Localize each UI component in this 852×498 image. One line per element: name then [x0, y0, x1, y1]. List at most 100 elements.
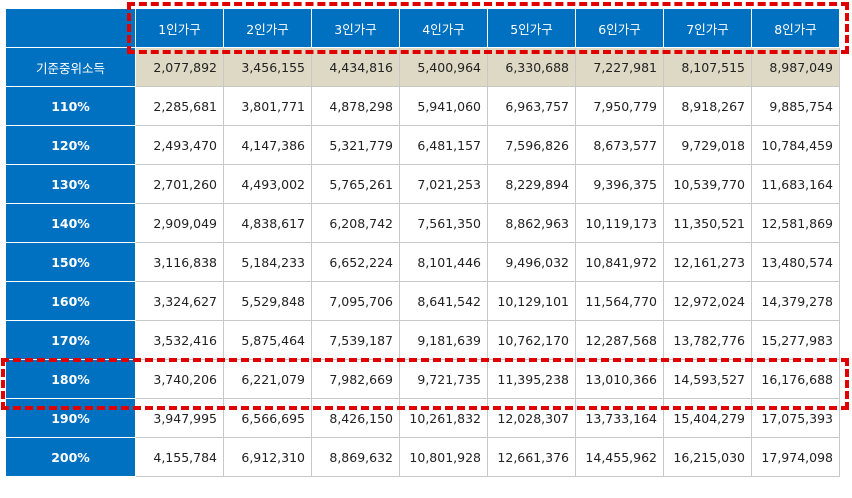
cell: 9,496,032 [487, 242, 576, 282]
cell: 5,875,464 [223, 320, 312, 360]
cell: 13,733,164 [575, 398, 664, 438]
cell: 8,862,963 [487, 203, 576, 243]
cell: 3,801,771 [223, 86, 312, 126]
cell: 15,277,983 [751, 320, 840, 360]
cell: 16,215,030 [663, 437, 752, 477]
corner-cell [5, 8, 136, 48]
cell: 11,395,238 [487, 359, 576, 399]
cell: 7,021,253 [399, 164, 488, 204]
cell: 2,701,260 [135, 164, 224, 204]
cell: 17,974,098 [751, 437, 840, 477]
cell: 3,116,838 [135, 242, 224, 282]
cell: 12,028,307 [487, 398, 576, 438]
cell: 10,539,770 [663, 164, 752, 204]
row-label: 170% [5, 320, 136, 360]
cell: 4,155,784 [135, 437, 224, 477]
cell: 2,493,470 [135, 125, 224, 165]
cell: 2,077,892 [135, 47, 224, 87]
cell: 12,161,273 [663, 242, 752, 282]
cell: 8,673,577 [575, 125, 664, 165]
income-table: 1인가구 2인가구 3인가구 4인가구 5인가구 6인가구 7인가구 8인가구 기준중위소득 2… [5, 8, 840, 477]
cell: 15,404,279 [663, 398, 752, 438]
header-row: 1인가구 2인가구 3인가구 4인가구 5인가구 6인가구 7인가구 8인가구 [5, 8, 840, 48]
cell: 9,181,639 [399, 320, 488, 360]
cell: 13,480,574 [751, 242, 840, 282]
row-label: 200% [5, 437, 136, 477]
row-label: 110% [5, 86, 136, 126]
table-row: 기준중위소득 2,077,892 3,456,155 4,434,816 5,400,9… [5, 47, 840, 87]
cell: 11,683,164 [751, 164, 840, 204]
cell: 3,740,206 [135, 359, 224, 399]
cell: 6,481,157 [399, 125, 488, 165]
cell: 13,782,776 [663, 320, 752, 360]
cell: 12,972,024 [663, 281, 752, 321]
cell: 7,227,981 [575, 47, 664, 87]
cell: 11,564,770 [575, 281, 664, 321]
cell: 6,566,695 [223, 398, 312, 438]
cell: 14,379,278 [751, 281, 840, 321]
cell: 7,539,187 [311, 320, 400, 360]
cell: 5,184,233 [223, 242, 312, 282]
cell: 10,129,101 [487, 281, 576, 321]
cell: 4,838,617 [223, 203, 312, 243]
cell: 4,147,386 [223, 125, 312, 165]
cell: 2,285,681 [135, 86, 224, 126]
cell: 7,982,669 [311, 359, 400, 399]
cell: 6,652,224 [311, 242, 400, 282]
row-label: 130% [5, 164, 136, 204]
cell: 8,869,632 [311, 437, 400, 477]
cell: 5,765,261 [311, 164, 400, 204]
row-label: 160% [5, 281, 136, 321]
cell: 9,396,375 [575, 164, 664, 204]
cell: 17,075,393 [751, 398, 840, 438]
table-row: 190% 3,947,995 6,566,695 8,426,150 10,261,83… [5, 398, 840, 438]
cell: 10,841,972 [575, 242, 664, 282]
cell: 6,912,310 [223, 437, 312, 477]
cell: 6,330,688 [487, 47, 576, 87]
row-label: 150% [5, 242, 136, 282]
cell: 10,801,928 [399, 437, 488, 477]
cell: 10,762,170 [487, 320, 576, 360]
table-row: 160% 3,324,627 5,529,848 7,095,706 8,641,542… [5, 281, 840, 321]
cell: 9,721,735 [399, 359, 488, 399]
column-header: 7인가구 [663, 8, 752, 48]
cell: 2,909,049 [135, 203, 224, 243]
cell: 7,950,779 [575, 86, 664, 126]
cell: 3,456,155 [223, 47, 312, 87]
table-row: 170% 3,532,416 5,875,464 7,539,187 9,181,639… [5, 320, 840, 360]
cell: 8,987,049 [751, 47, 840, 87]
cell: 13,010,366 [575, 359, 664, 399]
column-header: 4인가구 [399, 8, 488, 48]
cell: 8,101,446 [399, 242, 488, 282]
cell: 7,596,826 [487, 125, 576, 165]
column-header: 8인가구 [751, 8, 840, 48]
cell: 10,784,459 [751, 125, 840, 165]
cell: 7,561,350 [399, 203, 488, 243]
cell: 8,229,894 [487, 164, 576, 204]
column-header: 3인가구 [311, 8, 400, 48]
cell: 12,661,376 [487, 437, 576, 477]
cell: 8,107,515 [663, 47, 752, 87]
table-row: 110% 2,285,681 3,801,771 4,878,298 5,941,060… [5, 86, 840, 126]
cell: 7,095,706 [311, 281, 400, 321]
table-row: 200% 4,155,784 6,912,310 8,869,632 10,801,92… [5, 437, 840, 477]
cell: 6,963,757 [487, 86, 576, 126]
cell: 3,947,995 [135, 398, 224, 438]
cell: 5,400,964 [399, 47, 488, 87]
table-row: 180% 3,740,206 6,221,079 7,982,669 9,721,735… [5, 359, 840, 399]
cell: 6,221,079 [223, 359, 312, 399]
cell: 8,641,542 [399, 281, 488, 321]
row-label: 140% [5, 203, 136, 243]
cell: 4,493,002 [223, 164, 312, 204]
table-row: 130% 2,701,260 4,493,002 5,765,261 7,021,253… [5, 164, 840, 204]
cell: 6,208,742 [311, 203, 400, 243]
cell: 12,287,568 [575, 320, 664, 360]
cell: 8,426,150 [311, 398, 400, 438]
cell: 5,941,060 [399, 86, 488, 126]
cell: 9,729,018 [663, 125, 752, 165]
table-row: 120% 2,493,470 4,147,386 5,321,779 6,481,157… [5, 125, 840, 165]
cell: 5,321,779 [311, 125, 400, 165]
cell: 12,581,869 [751, 203, 840, 243]
cell: 9,885,754 [751, 86, 840, 126]
